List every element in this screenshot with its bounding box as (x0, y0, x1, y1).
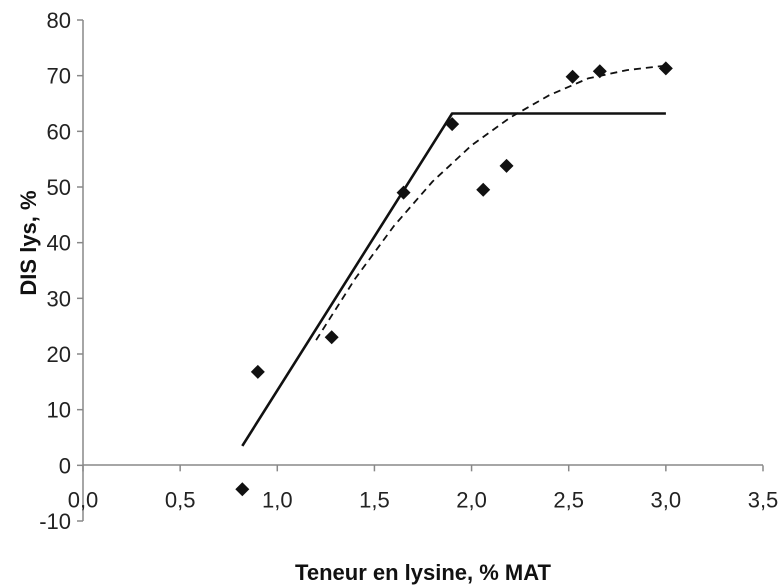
data-point-diamond (324, 330, 339, 345)
y-tick-label: 0 (59, 453, 71, 478)
solid-broken-line (241, 112, 666, 447)
y-tick-label: 60 (47, 119, 71, 144)
data-series (235, 61, 673, 497)
x-tick-label: 0,5 (165, 487, 196, 512)
y-tick-label: -10 (39, 509, 71, 534)
x-tick-label: 3,0 (651, 487, 682, 512)
y-tick-label: 40 (47, 231, 71, 256)
data-point-diamond (235, 482, 250, 497)
y-tick-label: 10 (47, 398, 71, 423)
x-tick-label: 1,0 (262, 487, 293, 512)
tick-labels: -10 0 10 20 30 40 50 60 70 80 0,0 0,5 1,0 1,5 2,0 2,5 3,… (39, 8, 778, 534)
x-tick-label: 0,0 (68, 487, 99, 512)
x-axis-title: Teneur en lysine, % MAT (295, 560, 551, 585)
x-tick-label: 2,0 (456, 487, 487, 512)
data-point-diamond (592, 64, 607, 79)
data-point-diamond (499, 158, 514, 173)
data-point-diamond (445, 117, 460, 132)
data-point-diamond (476, 182, 491, 197)
y-axis-title: DIS lys, % (16, 190, 41, 295)
tick-marks (77, 19, 764, 522)
x-tick-label: 2,5 (553, 487, 584, 512)
y-tick-label: 80 (47, 8, 71, 33)
y-tick-label: 30 (47, 286, 71, 311)
data-point-diamond (250, 364, 265, 379)
y-tick-label: 50 (47, 175, 71, 200)
y-tick-label: 20 (47, 342, 71, 367)
data-point-diamond (565, 69, 580, 84)
x-tick-label: 3,5 (748, 487, 779, 512)
dashed-trend-curve (315, 64, 667, 341)
axes (82, 20, 763, 521)
y-tick-label: 70 (47, 64, 71, 89)
data-point-diamond (396, 185, 411, 200)
data-point-diamond (658, 61, 673, 76)
x-tick-label: 1,5 (359, 487, 390, 512)
